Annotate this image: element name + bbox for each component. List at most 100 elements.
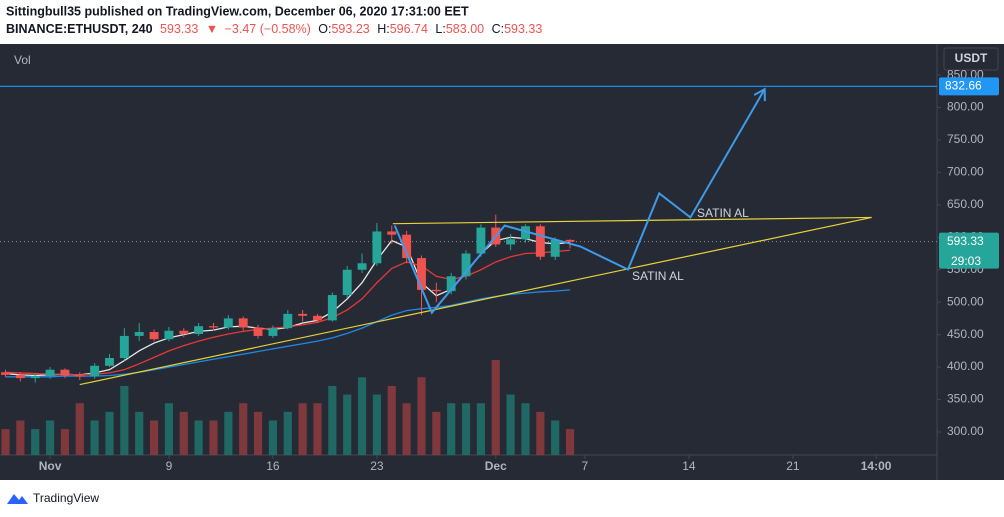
x-tick-label: 16	[266, 459, 280, 473]
volume-bar	[179, 411, 188, 455]
candle-body	[446, 276, 456, 292]
high: 596.74	[390, 22, 428, 36]
volume-bar	[447, 403, 456, 455]
y-tick-label: 750.00	[947, 132, 984, 146]
x-tick-label: 14:00	[861, 459, 892, 473]
volume-bar	[224, 411, 233, 455]
volume-bar	[90, 420, 99, 455]
y-tick-label: 400.00	[947, 359, 984, 373]
drawing-line	[392, 216, 872, 225]
y-tick-label: 800.00	[947, 100, 984, 114]
annotation: SATIN AL	[697, 206, 749, 220]
last: 593.33	[160, 22, 198, 36]
h-label: H:	[377, 22, 390, 36]
candle-body	[75, 375, 85, 377]
volume-bar	[476, 403, 485, 455]
close: 593.33	[504, 22, 542, 36]
candle-body	[506, 239, 516, 245]
last-price: 593.33	[947, 234, 984, 248]
y-tick-label: 700.00	[947, 165, 984, 179]
y-tick-label: 450.00	[947, 327, 984, 341]
volume-bar	[521, 403, 530, 455]
candle-body	[119, 335, 129, 358]
x-tick-label: Dec	[485, 459, 507, 473]
candle-body	[387, 231, 397, 235]
currency: USDT	[955, 51, 988, 65]
candle-body	[90, 365, 100, 377]
volume-bar	[491, 360, 500, 455]
candle-body	[30, 376, 40, 379]
candle-body	[521, 226, 530, 240]
publisher: Sittingbull35 published on TradingView.c…	[6, 4, 469, 18]
candle-body	[313, 315, 322, 321]
arrow-head	[753, 87, 766, 102]
brand: TradingView	[33, 491, 99, 505]
arrow: ▼	[206, 22, 218, 36]
x-tick-label: 7	[582, 459, 589, 473]
volume-bar	[402, 403, 411, 455]
hline-price: 832.66	[945, 79, 982, 93]
volume-bar	[209, 420, 218, 455]
volume-bar	[268, 420, 277, 455]
candle-body	[417, 258, 426, 290]
volume-bar	[105, 411, 114, 455]
candle-body	[164, 330, 174, 340]
volume-bar	[506, 394, 515, 455]
candle-body	[45, 369, 55, 377]
candle-body	[476, 227, 486, 254]
open: 593.23	[331, 22, 369, 36]
candle-body	[60, 369, 70, 376]
candle-body	[194, 326, 204, 334]
candle-body	[402, 234, 412, 259]
volume-bar	[60, 429, 70, 455]
candle-body	[565, 239, 575, 242]
candle-body	[283, 313, 293, 329]
candle-body	[134, 332, 144, 336]
y-tick-label: 300.00	[947, 424, 984, 438]
candle-body	[253, 327, 263, 336]
chart-background	[0, 44, 1004, 480]
y-tick-label: 350.00	[947, 392, 984, 406]
candle-body	[550, 239, 560, 257]
volume-bar	[328, 385, 337, 455]
candle-body	[15, 374, 25, 379]
x-tick-label: Nov	[39, 459, 62, 473]
volume-bar	[298, 403, 307, 455]
drawing-line	[79, 216, 872, 386]
volume-bar	[551, 420, 560, 455]
x-tick-label: 23	[370, 459, 384, 473]
candle-body	[357, 263, 367, 270]
volume-bar	[239, 403, 248, 455]
c-label: C:	[492, 22, 505, 36]
change: −3.47 (−0.58%)	[225, 22, 311, 36]
currency-box[interactable]	[943, 47, 999, 71]
volume-bar	[357, 377, 367, 455]
volume-bar	[536, 411, 545, 455]
candle-body	[372, 231, 382, 264]
volume-bar	[45, 420, 55, 455]
x-tick-label: 21	[786, 459, 800, 473]
candle-body	[209, 326, 218, 328]
volume-bar	[75, 403, 84, 455]
candle-body	[105, 357, 114, 366]
countdown: 29:03	[951, 254, 981, 268]
drawing-line	[393, 88, 766, 315]
last-price-box	[939, 232, 999, 269]
volume-bar	[135, 411, 144, 455]
low: 583.00	[446, 22, 484, 36]
volume-bar	[149, 420, 159, 455]
volume-bar	[194, 420, 203, 455]
volume-bar	[253, 411, 263, 455]
volume-bar	[283, 411, 292, 455]
volume-bar	[432, 411, 441, 455]
o-label: O:	[318, 22, 331, 36]
volume-bar	[461, 403, 471, 455]
volume-bar	[120, 385, 129, 455]
candle-body	[223, 318, 233, 328]
volume-bar	[1, 429, 10, 455]
volume-bar	[16, 420, 25, 455]
moving-average	[5, 289, 571, 378]
symbol: BINANCE:ETHUSDT, 240	[6, 22, 153, 36]
volume-bar	[313, 403, 322, 455]
